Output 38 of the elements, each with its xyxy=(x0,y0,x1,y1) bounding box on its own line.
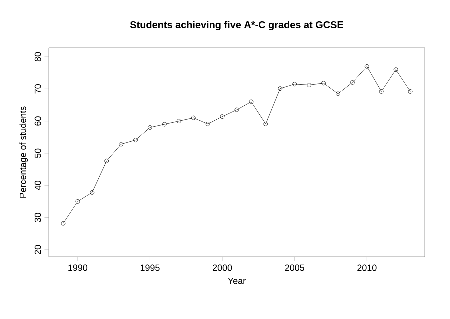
y-tick-label: 40 xyxy=(34,180,42,190)
point xyxy=(104,158,110,164)
point xyxy=(191,116,196,120)
point xyxy=(176,119,182,124)
point xyxy=(292,82,298,87)
x-tick-label: 2010 xyxy=(358,264,377,272)
point xyxy=(90,190,95,195)
point xyxy=(307,83,312,88)
x-tick-label: 2000 xyxy=(213,264,232,272)
y-tick-label: 80 xyxy=(34,52,42,62)
x-tick-label: 1990 xyxy=(68,264,88,272)
point xyxy=(206,122,210,126)
point xyxy=(379,90,384,94)
point xyxy=(119,142,124,147)
point xyxy=(394,68,398,72)
point xyxy=(364,64,370,69)
point xyxy=(234,108,240,112)
point xyxy=(134,138,138,142)
point xyxy=(336,92,340,96)
chart-title: Students achieving five A*-C grades at GCSE xyxy=(130,21,344,30)
point xyxy=(76,200,80,204)
point xyxy=(220,114,225,119)
point xyxy=(350,80,355,85)
point xyxy=(249,100,254,104)
point xyxy=(264,122,268,126)
point xyxy=(148,126,152,130)
y-tick-label: 70 xyxy=(34,84,42,94)
y-axis-title: Percentage of students xyxy=(20,106,28,198)
y-tick-label: 20 xyxy=(34,245,42,254)
y-tick-label: 50 xyxy=(34,148,42,158)
x-tick-label: 2005 xyxy=(285,264,304,272)
y-tick-label: 30 xyxy=(34,213,42,222)
y-tick-label: 60 xyxy=(34,116,42,126)
point xyxy=(162,122,167,127)
point xyxy=(322,81,326,86)
x-axis-title: Year xyxy=(228,278,246,284)
x-tick-label: 1995 xyxy=(140,264,160,272)
point xyxy=(278,86,283,92)
